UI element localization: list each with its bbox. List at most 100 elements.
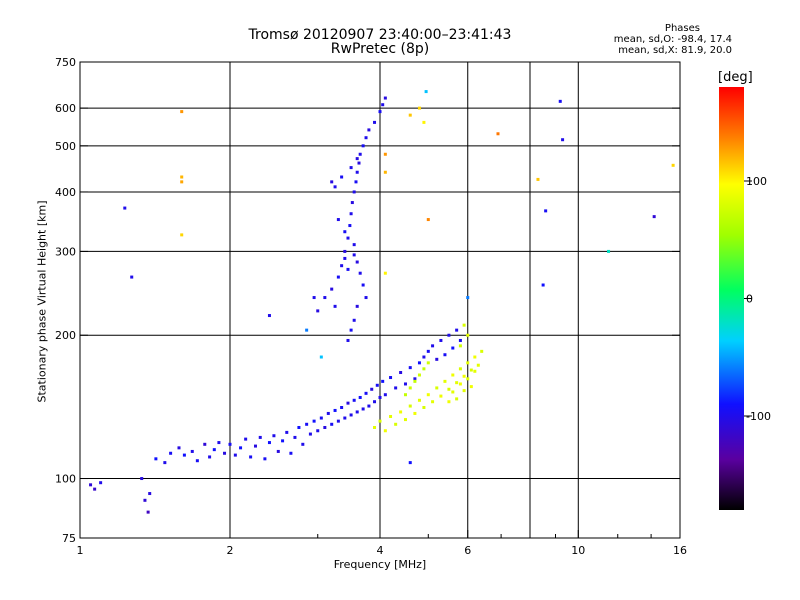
data-point [346, 401, 350, 405]
data-point [99, 481, 103, 485]
data-point [431, 344, 435, 348]
data-point [435, 386, 439, 390]
data-point [480, 349, 484, 353]
data-point [417, 106, 421, 110]
data-point [536, 177, 540, 181]
data-point [364, 391, 368, 395]
data-point [383, 96, 387, 100]
data-point [413, 377, 417, 381]
data-point [340, 264, 344, 268]
data-point [253, 444, 257, 448]
phase-stats-o: mean, sd,O: -98.4, 17.4 [613, 34, 732, 45]
colorbar-tick-label: -100 [746, 410, 771, 423]
data-point [180, 180, 184, 184]
x-tick-label: 4 [377, 544, 384, 557]
data-point [462, 323, 466, 327]
data-point [462, 374, 466, 378]
y-tick-label: 750 [55, 56, 76, 69]
x-tick-label: 6 [464, 544, 471, 557]
colorbar-title: [deg] [718, 70, 753, 85]
data-point [541, 283, 545, 287]
data-point [349, 328, 353, 332]
data-point [333, 408, 337, 412]
data-point [426, 218, 430, 222]
y-tick-label: 600 [55, 102, 76, 115]
data-point [671, 163, 675, 167]
data-point [652, 215, 656, 219]
data-point [375, 383, 379, 387]
data-point [355, 304, 359, 308]
data-point [349, 166, 353, 170]
data-point [462, 389, 466, 393]
data-point [422, 406, 426, 410]
data-point [319, 355, 323, 359]
y-tick-label: 75 [62, 532, 76, 545]
data-point [455, 328, 459, 332]
data-point [466, 361, 470, 365]
data-point [355, 410, 359, 414]
data-point [228, 442, 232, 446]
data-point [408, 386, 412, 390]
data-point [349, 212, 353, 216]
data-point [297, 425, 301, 429]
data-point [223, 451, 227, 455]
data-point [383, 393, 387, 397]
data-point [182, 453, 186, 457]
data-point [319, 416, 323, 420]
phase-stats-x: mean, sd,X: 81.9, 20.0 [618, 45, 732, 56]
data-point [355, 170, 359, 174]
y-tick-label: 200 [55, 329, 76, 342]
data-point [373, 425, 377, 429]
data-points [89, 90, 675, 514]
data-point [426, 393, 430, 397]
data-point [343, 256, 347, 260]
data-point [367, 404, 371, 408]
data-point [422, 120, 426, 124]
data-point [458, 344, 462, 348]
data-point [469, 385, 473, 389]
data-point [451, 390, 455, 394]
data-point [458, 338, 462, 342]
data-point [558, 99, 562, 103]
data-point [455, 381, 459, 385]
data-point [451, 346, 455, 350]
data-point [561, 138, 565, 142]
data-point [293, 435, 297, 439]
data-point [373, 400, 377, 404]
data-point [408, 404, 412, 408]
data-point [399, 410, 403, 414]
data-point [408, 113, 412, 117]
data-point [123, 206, 127, 210]
data-point [383, 170, 387, 174]
grid-lines [80, 62, 680, 538]
data-point [378, 110, 382, 114]
data-point [466, 377, 470, 381]
data-point [312, 419, 316, 423]
y-axis-ticks: 75 100 200 300 400 500 600 750 [55, 56, 680, 545]
data-point [417, 361, 421, 365]
data-point [239, 446, 243, 450]
data-point [180, 175, 184, 179]
data-point [466, 333, 470, 337]
data-point [330, 287, 334, 291]
data-point [435, 357, 439, 361]
data-point [361, 144, 365, 148]
x-axis-label: Frequency [MHz] [333, 558, 427, 571]
data-point [476, 363, 480, 367]
data-point [352, 190, 356, 194]
data-point [272, 434, 276, 438]
data-point [263, 457, 267, 461]
data-point [355, 260, 359, 264]
x-tick-label: 2 [227, 544, 234, 557]
data-point [212, 448, 216, 452]
data-point [364, 136, 368, 140]
data-point [469, 368, 473, 372]
data-point [496, 132, 500, 136]
data-point [348, 224, 352, 228]
data-point [316, 429, 320, 433]
data-point [323, 425, 327, 429]
data-point [373, 120, 377, 124]
data-point [447, 387, 451, 391]
data-point [394, 422, 398, 426]
